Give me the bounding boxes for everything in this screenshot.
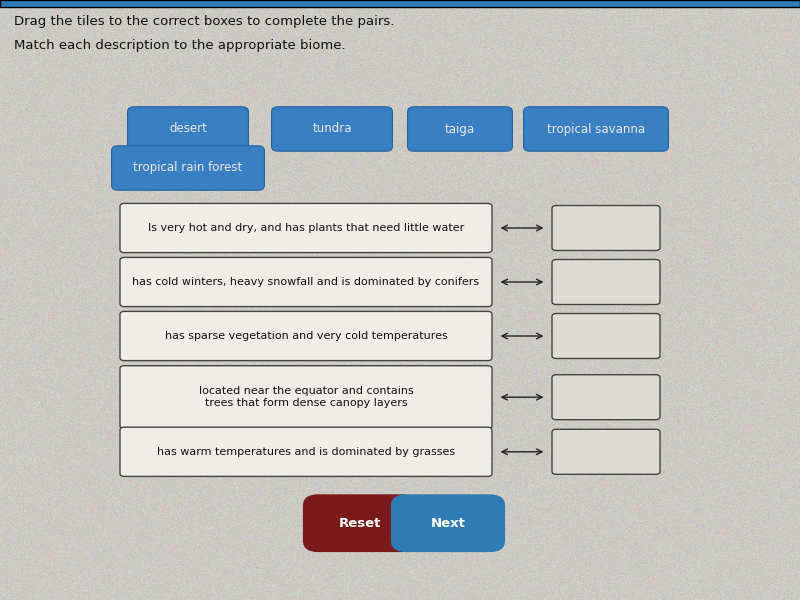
FancyBboxPatch shape — [0, 0, 800, 7]
FancyBboxPatch shape — [111, 146, 265, 190]
Text: Match each description to the appropriate biome.: Match each description to the appropriat… — [14, 39, 346, 52]
FancyBboxPatch shape — [120, 365, 492, 428]
FancyBboxPatch shape — [120, 427, 492, 476]
Text: taiga: taiga — [445, 122, 475, 136]
FancyBboxPatch shape — [552, 259, 660, 304]
Text: tundra: tundra — [312, 122, 352, 136]
Text: desert: desert — [169, 122, 207, 136]
FancyBboxPatch shape — [120, 311, 492, 361]
FancyBboxPatch shape — [127, 107, 248, 151]
FancyBboxPatch shape — [407, 107, 512, 151]
FancyBboxPatch shape — [392, 495, 505, 551]
Text: has warm temperatures and is dominated by grasses: has warm temperatures and is dominated b… — [157, 447, 455, 457]
FancyBboxPatch shape — [552, 430, 660, 474]
FancyBboxPatch shape — [304, 495, 416, 551]
FancyBboxPatch shape — [552, 205, 660, 251]
FancyBboxPatch shape — [120, 257, 492, 307]
Text: has sparse vegetation and very cold temperatures: has sparse vegetation and very cold temp… — [165, 331, 447, 341]
FancyBboxPatch shape — [524, 107, 669, 151]
FancyBboxPatch shape — [552, 374, 660, 420]
Text: tropical rain forest: tropical rain forest — [134, 161, 242, 175]
FancyBboxPatch shape — [552, 313, 660, 359]
FancyBboxPatch shape — [120, 203, 492, 253]
Text: tropical savanna: tropical savanna — [547, 122, 645, 136]
Text: Drag the tiles to the correct boxes to complete the pairs.: Drag the tiles to the correct boxes to c… — [14, 15, 394, 28]
Text: has cold winters, heavy snowfall and is dominated by conifers: has cold winters, heavy snowfall and is … — [133, 277, 479, 287]
Text: Is very hot and dry, and has plants that need little water: Is very hot and dry, and has plants that… — [148, 223, 464, 233]
Text: located near the equator and contains
trees that form dense canopy layers: located near the equator and contains tr… — [198, 386, 414, 408]
Text: Reset: Reset — [339, 517, 381, 530]
Text: Next: Next — [430, 517, 466, 530]
FancyBboxPatch shape — [271, 107, 392, 151]
